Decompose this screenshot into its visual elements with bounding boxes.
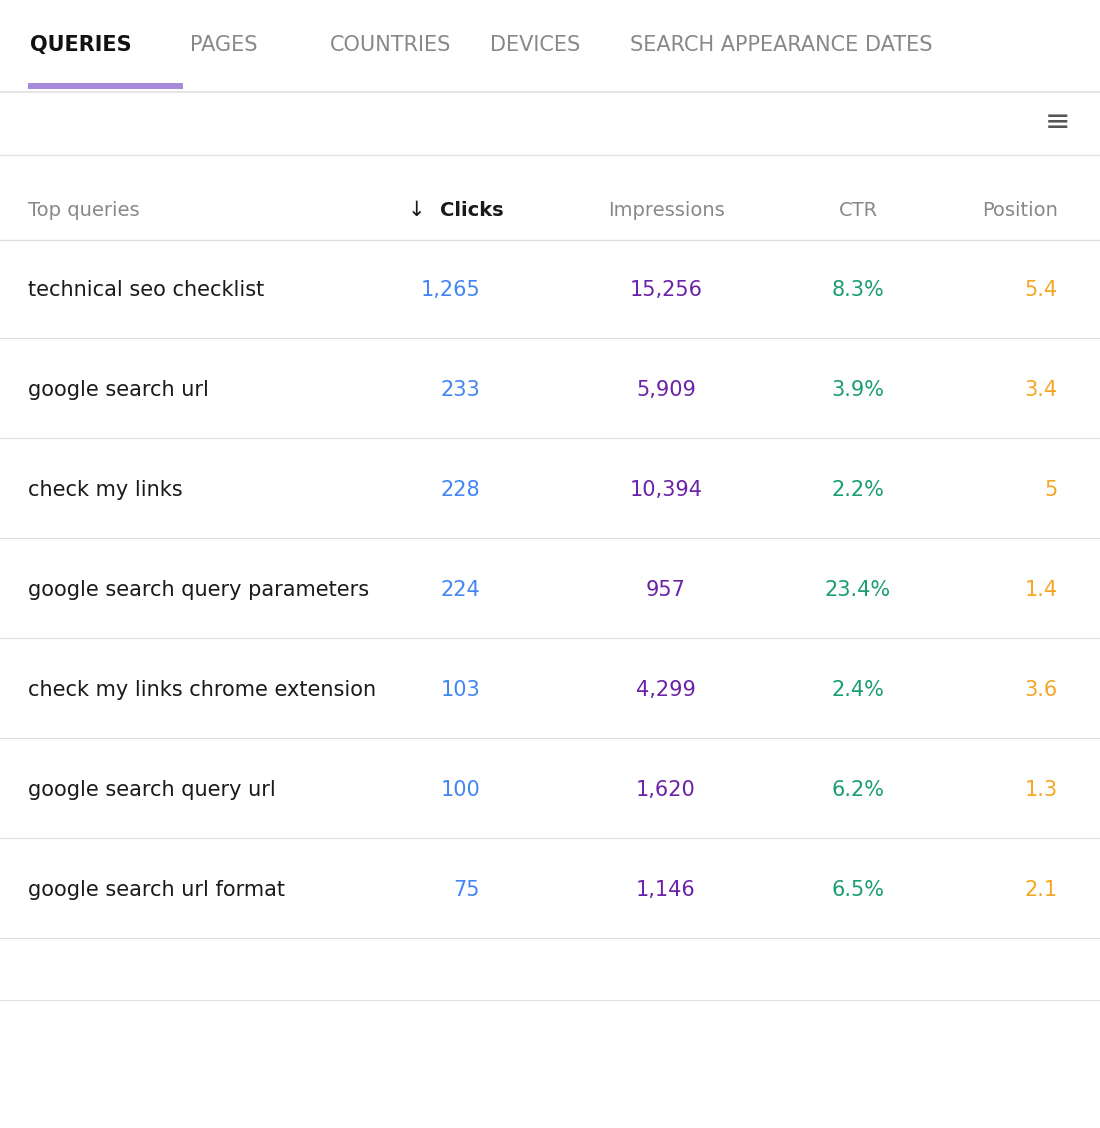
Bar	[28, 83, 183, 89]
Text: 2.4%: 2.4%	[832, 680, 884, 700]
Text: COUNTRIES: COUNTRIES	[330, 35, 451, 55]
Text: 1.3: 1.3	[1025, 779, 1058, 800]
Text: 100: 100	[440, 779, 480, 800]
Text: 5.4: 5.4	[1025, 280, 1058, 300]
Text: SEARCH APPEARANCE: SEARCH APPEARANCE	[630, 35, 858, 55]
Text: DEVICES: DEVICES	[490, 35, 581, 55]
Text: 75: 75	[453, 880, 480, 900]
Text: google search query parameters: google search query parameters	[28, 580, 370, 600]
Text: google search query url: google search query url	[28, 779, 276, 800]
Text: 3.9%: 3.9%	[832, 380, 884, 400]
Text: 2.1: 2.1	[1025, 880, 1058, 900]
Text: CTR: CTR	[838, 201, 878, 220]
Text: 4,299: 4,299	[636, 680, 696, 700]
Text: 1,265: 1,265	[420, 280, 480, 300]
Text: Impressions: Impressions	[607, 201, 725, 220]
Text: technical seo checklist: technical seo checklist	[28, 280, 264, 300]
Text: 233: 233	[440, 380, 480, 400]
Text: 3.4: 3.4	[1025, 380, 1058, 400]
Text: 23.4%: 23.4%	[825, 580, 891, 600]
Text: Position: Position	[982, 201, 1058, 220]
Text: 1,620: 1,620	[636, 779, 696, 800]
Text: 2.2%: 2.2%	[832, 481, 884, 500]
Text: 5: 5	[1045, 481, 1058, 500]
Text: 3.6: 3.6	[1025, 680, 1058, 700]
Text: Top queries: Top queries	[28, 201, 140, 220]
Text: google search url: google search url	[28, 380, 209, 400]
Text: 224: 224	[440, 580, 480, 600]
Text: 6.2%: 6.2%	[832, 779, 884, 800]
Text: Clicks: Clicks	[440, 201, 504, 220]
Text: 10,394: 10,394	[629, 481, 703, 500]
Text: 5,909: 5,909	[636, 380, 696, 400]
Text: google search url format: google search url format	[28, 880, 285, 900]
Text: 15,256: 15,256	[629, 280, 703, 300]
Text: check my links: check my links	[28, 481, 183, 500]
Text: 8.3%: 8.3%	[832, 280, 884, 300]
Text: DATES: DATES	[865, 35, 933, 55]
Text: QUERIES: QUERIES	[30, 35, 132, 55]
Text: 103: 103	[440, 680, 480, 700]
Text: ≡: ≡	[1045, 107, 1070, 136]
Text: 228: 228	[440, 481, 480, 500]
Text: check my links chrome extension: check my links chrome extension	[28, 680, 376, 700]
Text: ↓: ↓	[408, 200, 426, 220]
Text: 957: 957	[646, 580, 686, 600]
Text: PAGES: PAGES	[190, 35, 257, 55]
Text: 6.5%: 6.5%	[832, 880, 884, 900]
Text: 1,146: 1,146	[636, 880, 696, 900]
Text: 1.4: 1.4	[1025, 580, 1058, 600]
